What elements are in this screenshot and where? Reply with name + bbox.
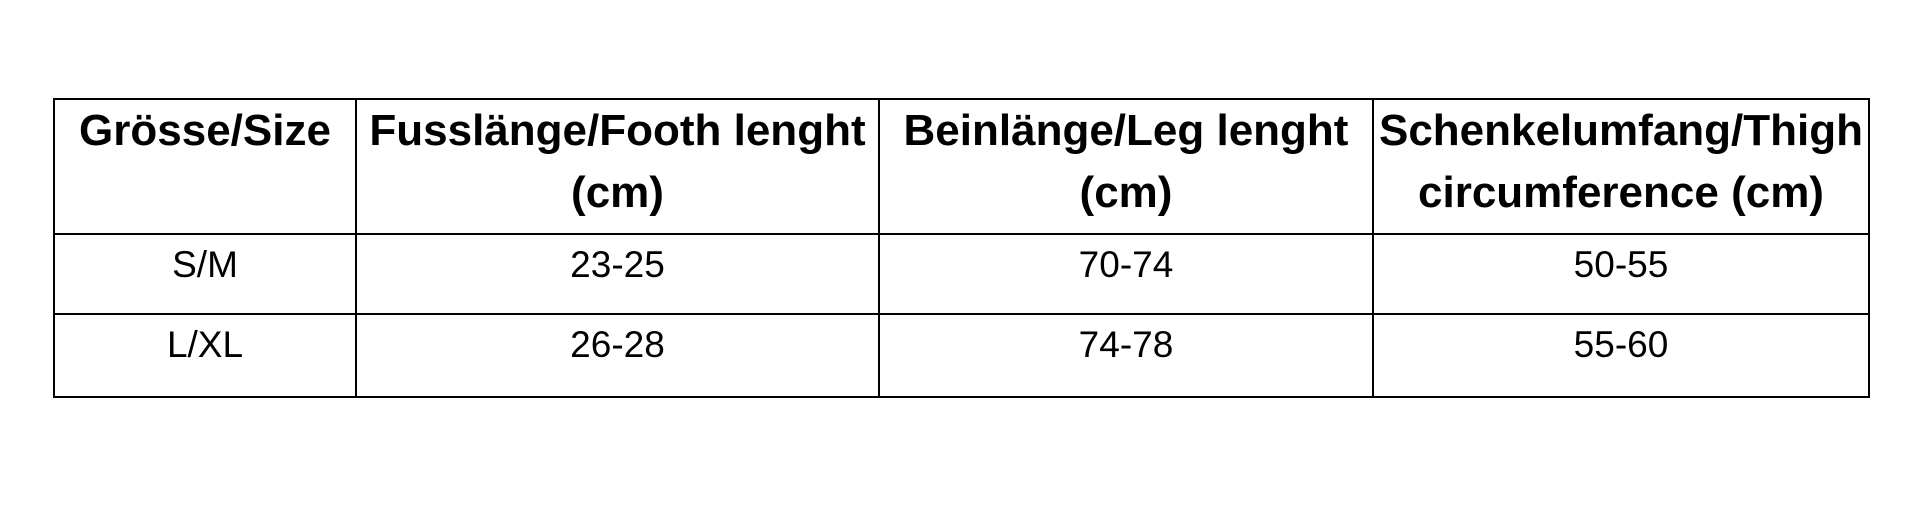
- header-line: Beinlänge/Leg lenght: [903, 106, 1349, 155]
- header-cell-size: Grösse/Size: [53, 98, 357, 235]
- header-line: (cm): [1079, 167, 1173, 217]
- header-line: (cm): [571, 167, 664, 217]
- cell-thigh-circumference-sm: 50-55: [1372, 233, 1870, 315]
- header-line: Grösse/Size: [79, 106, 331, 155]
- cell-foot-length-sm: 23-25: [355, 233, 880, 315]
- header-cell-leg-length: Beinlänge/Leg lenght (cm): [878, 98, 1374, 235]
- cell-leg-length-lxl: 74-78: [878, 313, 1374, 398]
- header-line: Schenkelumfang/Thigh: [1378, 106, 1864, 155]
- cell-size-sm: S/M: [53, 233, 357, 315]
- table-row-sm: S/M 23-25 70-74 50-55: [53, 233, 1870, 315]
- header-cell-thigh-circumference: Schenkelumfang/Thigh circumference (cm): [1372, 98, 1870, 235]
- header-cell-foot-length: Fusslänge/Footh lenght (cm): [355, 98, 880, 235]
- header-row: Grösse/Size Fusslänge/Footh lenght (cm) …: [53, 98, 1870, 235]
- header-line: Fusslänge/Footh lenght: [369, 106, 866, 155]
- cell-leg-length-sm: 70-74: [878, 233, 1374, 315]
- size-chart-table: Grösse/Size Fusslänge/Footh lenght (cm) …: [53, 98, 1870, 398]
- cell-foot-length-lxl: 26-28: [355, 313, 880, 398]
- cell-thigh-circumference-lxl: 55-60: [1372, 313, 1870, 398]
- header-line: circumference (cm): [1418, 167, 1824, 217]
- table-row-lxl: L/XL 26-28 74-78 55-60: [53, 313, 1870, 398]
- cell-size-lxl: L/XL: [53, 313, 357, 398]
